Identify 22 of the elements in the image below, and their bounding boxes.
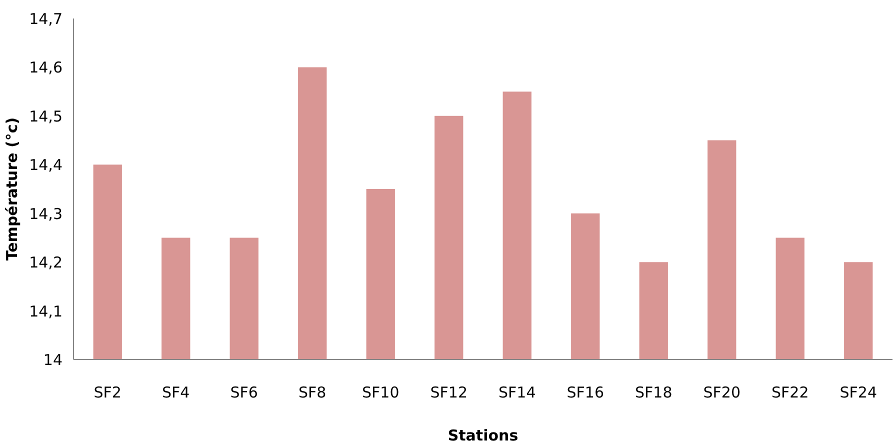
x-tick-label: SF10 bbox=[362, 384, 400, 402]
x-tick-label: SF6 bbox=[230, 384, 258, 402]
x-tick-label: SF8 bbox=[298, 384, 326, 402]
x-tick-label: SF20 bbox=[703, 384, 741, 402]
y-axis-title: Température (°c) bbox=[3, 117, 22, 261]
x-axis-title: Stations bbox=[448, 426, 518, 444]
x-tick-label: SF14 bbox=[498, 384, 536, 402]
x-tick-label: SF24 bbox=[840, 384, 878, 402]
y-tick-label: 14,4 bbox=[29, 156, 63, 174]
y-tick-label: 14,2 bbox=[29, 254, 63, 272]
x-tick-label: SF16 bbox=[566, 384, 604, 402]
x-tick-label: SF12 bbox=[430, 384, 468, 402]
y-tick-label: 14,1 bbox=[29, 302, 63, 320]
y-tick-label: 14,7 bbox=[29, 10, 63, 28]
x-tick-label: SF18 bbox=[635, 384, 672, 402]
x-tick-label: SF4 bbox=[162, 384, 190, 402]
y-tick-label: 14,5 bbox=[29, 107, 63, 126]
x-tick-label: SF2 bbox=[94, 384, 122, 402]
y-tick-label: 14,6 bbox=[29, 58, 63, 77]
x-tick-label: SF22 bbox=[772, 384, 809, 402]
y-tick-label: 14,3 bbox=[29, 204, 63, 223]
y-tick-label: 14 bbox=[43, 351, 63, 369]
